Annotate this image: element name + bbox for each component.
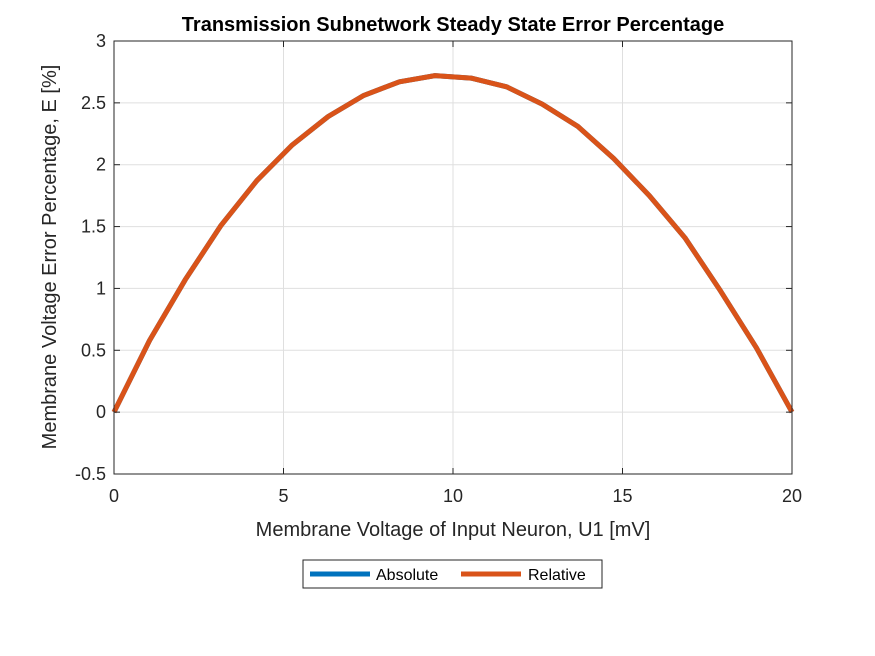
tick-marks — [113, 40, 793, 475]
legend-label-absolute: Absolute — [376, 567, 438, 584]
y-tick-label: 1.5 — [81, 217, 106, 237]
series-line-relative — [111, 73, 795, 414]
series-layer — [111, 73, 795, 414]
x-tick-label: 20 — [782, 486, 802, 506]
y-axis-label: Membrane Voltage Error Percentage, E [%] — [39, 65, 61, 450]
y-tick-labels: -0.5 0 0.5 1 1.5 2 2.5 3 — [75, 31, 106, 484]
y-tick-label: 3 — [96, 31, 106, 51]
y-tick-label: -0.5 — [75, 464, 106, 484]
x-tick-labels: 0 5 10 15 20 — [109, 486, 802, 506]
legend: Absolute Relative — [302, 559, 603, 589]
y-tick-label: 0.5 — [81, 340, 106, 360]
chart-title: Transmission Subnetwork Steady State Err… — [182, 14, 724, 36]
x-tick-label: 15 — [612, 486, 632, 506]
x-tick-label: 10 — [443, 486, 463, 506]
x-tick-label: 5 — [278, 486, 288, 506]
y-tick-label: 0 — [96, 402, 106, 422]
legend-label-relative: Relative — [528, 567, 586, 584]
y-tick-label: 2 — [96, 155, 106, 175]
y-tick-label: 2.5 — [81, 93, 106, 113]
x-tick-label: 0 — [109, 486, 119, 506]
y-tick-label: 1 — [96, 278, 106, 298]
x-axis-label: Membrane Voltage of Input Neuron, U1 [mV… — [256, 519, 651, 541]
